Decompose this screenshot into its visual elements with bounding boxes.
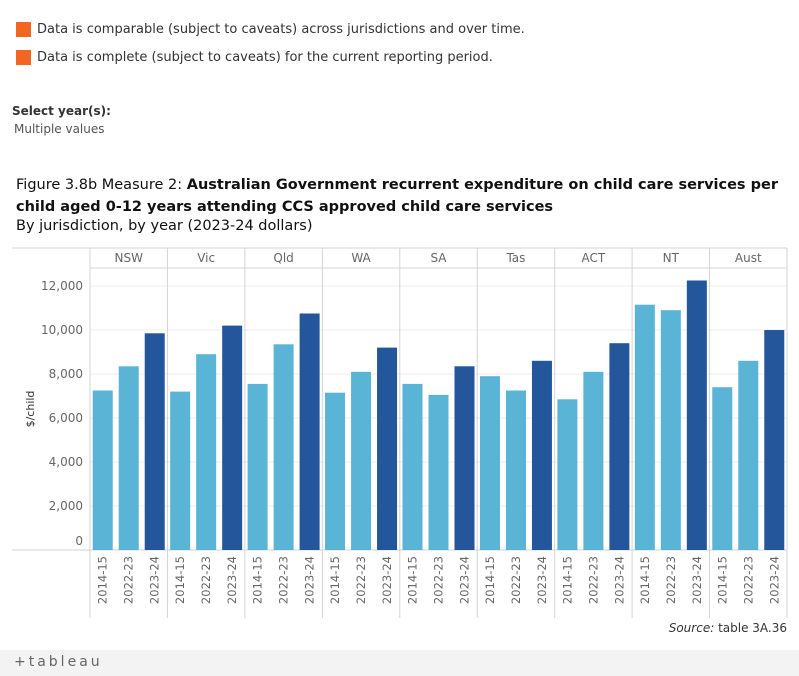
- legend-swatch-complete: [16, 49, 31, 65]
- year-filter-value[interactable]: Multiple values: [14, 122, 105, 136]
- x-tick-label: 2014-15: [328, 556, 342, 604]
- bar-wa-2022-23: [351, 371, 372, 550]
- bar-tas-2022-23: [505, 390, 526, 550]
- bar-act-2014-15: [557, 399, 578, 550]
- y-axis-label: $/child: [24, 391, 37, 428]
- bar-tas-2014-15: [479, 376, 500, 550]
- x-tick-label: 2014-15: [251, 556, 265, 604]
- bar-aust-2022-23: [738, 360, 759, 550]
- x-tick-label: 2023-24: [612, 556, 626, 604]
- group-header-nsw: NSW: [114, 251, 143, 265]
- x-tick-label: 2014-15: [638, 556, 652, 604]
- bar-wa-2023-24: [377, 347, 398, 550]
- x-tick-label: 2022-23: [664, 556, 678, 604]
- bar-nsw-2023-24: [144, 333, 165, 550]
- bar-qld-2022-23: [273, 344, 294, 550]
- x-tick-label: 2014-15: [560, 556, 574, 604]
- x-tick-label: 2023-24: [458, 556, 472, 604]
- x-tick-label: 2022-23: [586, 556, 600, 604]
- y-tick-label: 4,000: [49, 455, 83, 469]
- x-tick-label: 2023-24: [535, 556, 549, 604]
- legend-item-comparable: Data is comparable (subject to caveats) …: [16, 20, 716, 38]
- group-header-sa: SA: [430, 251, 447, 265]
- x-tick-label: 2023-24: [690, 556, 704, 604]
- bar-nsw-2022-23: [118, 366, 139, 550]
- x-tick-label: 2022-23: [741, 556, 755, 604]
- legend: Data is comparable (subject to caveats) …: [16, 20, 716, 76]
- bar-vic-2022-23: [196, 354, 217, 550]
- bar-vic-2023-24: [222, 325, 243, 550]
- legend-item-complete: Data is complete (subject to caveats) fo…: [16, 48, 716, 66]
- y-tick-label: 8,000: [49, 367, 83, 381]
- figure-title: Figure 3.8b Measure 2: Australian Govern…: [16, 174, 786, 218]
- x-tick-label: 2014-15: [483, 556, 497, 604]
- source-label: Source:: [668, 621, 715, 635]
- legend-label-complete: Data is complete (subject to caveats) fo…: [37, 49, 493, 65]
- group-header-nt: NT: [663, 251, 680, 265]
- tableau-logo[interactable]: +tableau: [14, 654, 103, 670]
- bar-qld-2023-24: [299, 313, 320, 550]
- x-tick-label: 2022-23: [277, 556, 291, 604]
- x-tick-label: 2014-15: [715, 556, 729, 604]
- legend-swatch-comparable: [16, 21, 31, 37]
- figure-subtitle: By jurisdiction, by year (2023-24 dollar…: [16, 218, 313, 234]
- source-note: Source: table 3A.36: [669, 621, 787, 635]
- x-tick-label: 2023-24: [148, 556, 162, 604]
- group-header-vic: Vic: [197, 251, 215, 265]
- bar-act-2022-23: [583, 371, 604, 550]
- x-tick-label: 2022-23: [199, 556, 213, 604]
- year-filter-title: Select year(s):: [12, 104, 111, 118]
- bar-act-2023-24: [609, 343, 630, 550]
- x-tick-label: 2014-15: [173, 556, 187, 604]
- x-tick-label: 2014-15: [406, 556, 420, 604]
- group-header-act: ACT: [582, 251, 606, 265]
- bar-sa-2022-23: [428, 394, 449, 550]
- bar-nt-2023-24: [686, 280, 707, 550]
- bar-tas-2023-24: [531, 360, 552, 550]
- x-tick-label: 2023-24: [380, 556, 394, 604]
- tableau-footer: +tableau: [0, 650, 799, 676]
- x-tick-label: 2022-23: [432, 556, 446, 604]
- y-tick-label: 10,000: [41, 323, 83, 337]
- y-tick-label: 2,000: [49, 499, 83, 513]
- x-tick-label: 2014-15: [96, 556, 110, 604]
- bar-nt-2014-15: [634, 304, 655, 550]
- x-tick-label: 2023-24: [767, 556, 781, 604]
- y-tick-label: 0: [75, 534, 83, 548]
- group-header-aust: Aust: [735, 251, 762, 265]
- bar-sa-2014-15: [402, 383, 423, 550]
- bar-aust-2023-24: [764, 330, 785, 550]
- x-tick-label: 2022-23: [122, 556, 136, 604]
- bar-wa-2014-15: [325, 392, 346, 550]
- bar-nsw-2014-15: [92, 390, 113, 550]
- legend-label-comparable: Data is comparable (subject to caveats) …: [37, 21, 525, 37]
- bar-chart: 0 2,000 4,000 6,000 8,000 10,000 12,000 $/child…: [12, 247, 788, 618]
- x-tick-label: 2022-23: [509, 556, 523, 604]
- x-tick-label: 2023-24: [303, 556, 317, 604]
- y-tick-label: 6,000: [49, 411, 83, 425]
- bar-aust-2014-15: [712, 387, 733, 550]
- bar-qld-2014-15: [247, 383, 268, 550]
- bar-vic-2014-15: [170, 391, 191, 550]
- group-header-wa: WA: [351, 251, 371, 265]
- x-tick-label: 2023-24: [225, 556, 239, 604]
- group-header-qld: Qld: [273, 251, 293, 265]
- source-text: table 3A.36: [714, 621, 787, 635]
- x-tick-label: 2022-23: [354, 556, 368, 604]
- figure-title-main: Australian Government recurrent expendit…: [16, 177, 778, 215]
- y-tick-label: 12,000: [41, 279, 83, 293]
- bar-sa-2023-24: [454, 366, 475, 550]
- bar-nt-2022-23: [660, 310, 681, 550]
- figure-title-prefix: Figure 3.8b Measure 2:: [16, 177, 187, 193]
- group-header-tas: Tas: [505, 251, 525, 265]
